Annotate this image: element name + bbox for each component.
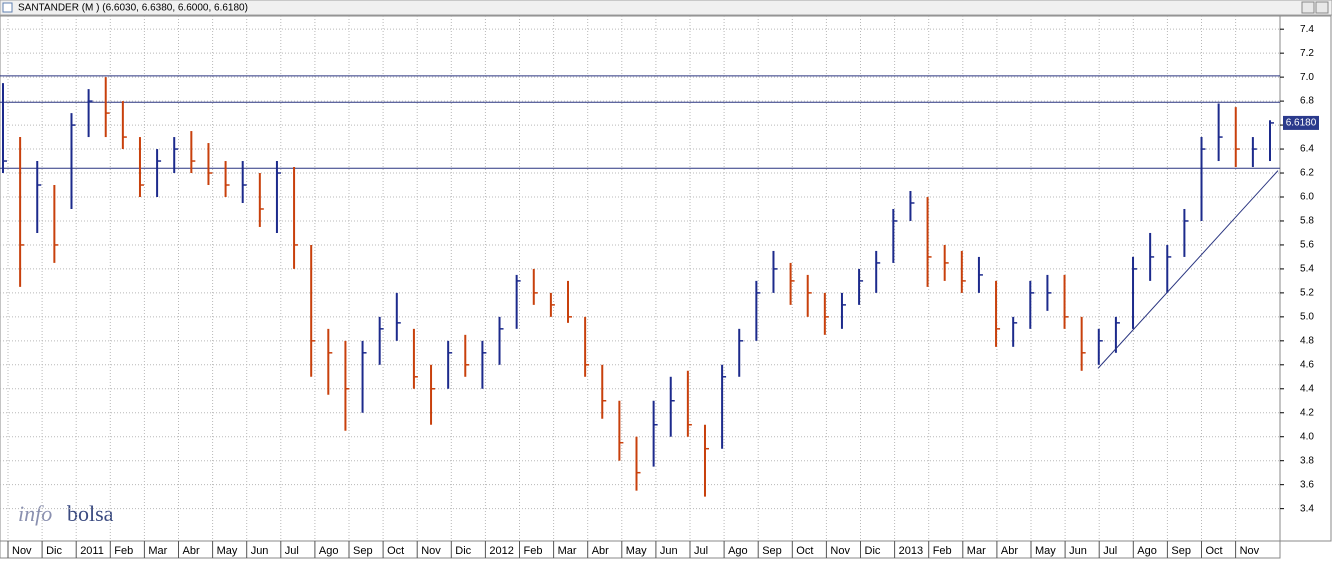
x-tick-label: Abr bbox=[592, 545, 609, 557]
y-tick-label: 3.6 bbox=[1300, 479, 1314, 490]
y-tick-label: 6.8 bbox=[1300, 96, 1314, 107]
x-tick-label: Mar bbox=[148, 545, 167, 557]
y-tick-label: 4.2 bbox=[1300, 407, 1314, 418]
last-price-box bbox=[1283, 115, 1319, 130]
x-tick-label: Mar bbox=[558, 545, 577, 557]
x-tick-label: Abr bbox=[1001, 545, 1018, 557]
y-tick-label: 5.4 bbox=[1300, 264, 1314, 275]
y-tick-label: 4.4 bbox=[1300, 383, 1314, 394]
time-axis bbox=[0, 540, 1281, 559]
x-tick-label: Dic bbox=[46, 545, 62, 557]
x-tick-label: Oct bbox=[1206, 545, 1223, 557]
x-tick-label: 2013 bbox=[899, 545, 923, 557]
y-tick-label: 3.4 bbox=[1300, 503, 1314, 514]
x-tick-label: Jul bbox=[694, 545, 708, 557]
x-tick-label: Ago bbox=[728, 545, 748, 557]
x-tick-label: Sep bbox=[762, 545, 782, 557]
y-tick-label: 4.0 bbox=[1300, 431, 1314, 442]
x-tick-label: Feb bbox=[114, 545, 133, 557]
x-tick-label: Jun bbox=[1069, 545, 1087, 557]
y-tick-label: 5.0 bbox=[1300, 311, 1314, 322]
x-tick-label: May bbox=[1035, 545, 1056, 557]
x-tick-label: Ago bbox=[1137, 545, 1157, 557]
y-tick-label: 4.6 bbox=[1300, 359, 1314, 370]
chart-title: SANTANDER (M ) (6.6030, 6.6380, 6.6000, … bbox=[18, 3, 248, 14]
x-tick-label: Jul bbox=[1103, 545, 1117, 557]
x-tick-label: Dic bbox=[455, 545, 471, 557]
x-tick-label: Nov bbox=[830, 545, 850, 557]
x-tick-label: Nov bbox=[421, 545, 441, 557]
x-tick-label: Mar bbox=[967, 545, 986, 557]
x-tick-label: Feb bbox=[524, 545, 543, 557]
window-icon bbox=[2, 2, 13, 13]
y-tick-label: 4.8 bbox=[1300, 335, 1314, 346]
x-tick-label: May bbox=[217, 545, 238, 557]
trendline bbox=[1097, 170, 1279, 369]
y-tick-label: 7.0 bbox=[1300, 72, 1314, 83]
y-tick-label: 5.6 bbox=[1300, 240, 1314, 251]
x-tick-label: Jun bbox=[660, 545, 678, 557]
x-tick-label: Dic bbox=[865, 545, 881, 557]
x-tick-label: May bbox=[626, 545, 647, 557]
x-tick-label: Nov bbox=[12, 545, 32, 557]
title-bar bbox=[0, 0, 1332, 16]
price-axis bbox=[1279, 15, 1332, 542]
y-tick-label: 6.2 bbox=[1300, 168, 1314, 179]
x-tick-label: Sep bbox=[353, 545, 373, 557]
maximize-button[interactable] bbox=[1315, 1, 1329, 14]
x-tick-label: Oct bbox=[387, 545, 404, 557]
logo-bolsa: bolsa bbox=[67, 501, 114, 526]
x-tick-label: Jul bbox=[285, 545, 299, 557]
x-tick-label: Oct bbox=[796, 545, 813, 557]
x-tick-label: Abr bbox=[183, 545, 200, 557]
y-tick-label: 7.4 bbox=[1300, 24, 1314, 35]
y-tick-label: 3.8 bbox=[1300, 455, 1314, 466]
y-tick-label: 6.0 bbox=[1300, 192, 1314, 203]
y-tick-label: 6.4 bbox=[1300, 144, 1314, 155]
y-tick-label: 5.2 bbox=[1300, 288, 1314, 299]
last-price-label: 6.6180 bbox=[1286, 118, 1317, 129]
x-tick-label: Nov bbox=[1240, 545, 1260, 557]
y-tick-label: 5.8 bbox=[1300, 216, 1314, 227]
x-tick-label: Feb bbox=[933, 545, 952, 557]
x-tick-label: 2012 bbox=[489, 545, 513, 557]
x-tick-label: Sep bbox=[1171, 545, 1191, 557]
x-tick-label: Ago bbox=[319, 545, 339, 557]
x-tick-label: Jun bbox=[251, 545, 269, 557]
y-tick-label: 7.2 bbox=[1300, 48, 1314, 59]
minimize-button[interactable] bbox=[1301, 1, 1315, 14]
logo-info: info bbox=[18, 501, 52, 526]
x-tick-label: 2011 bbox=[80, 545, 104, 557]
